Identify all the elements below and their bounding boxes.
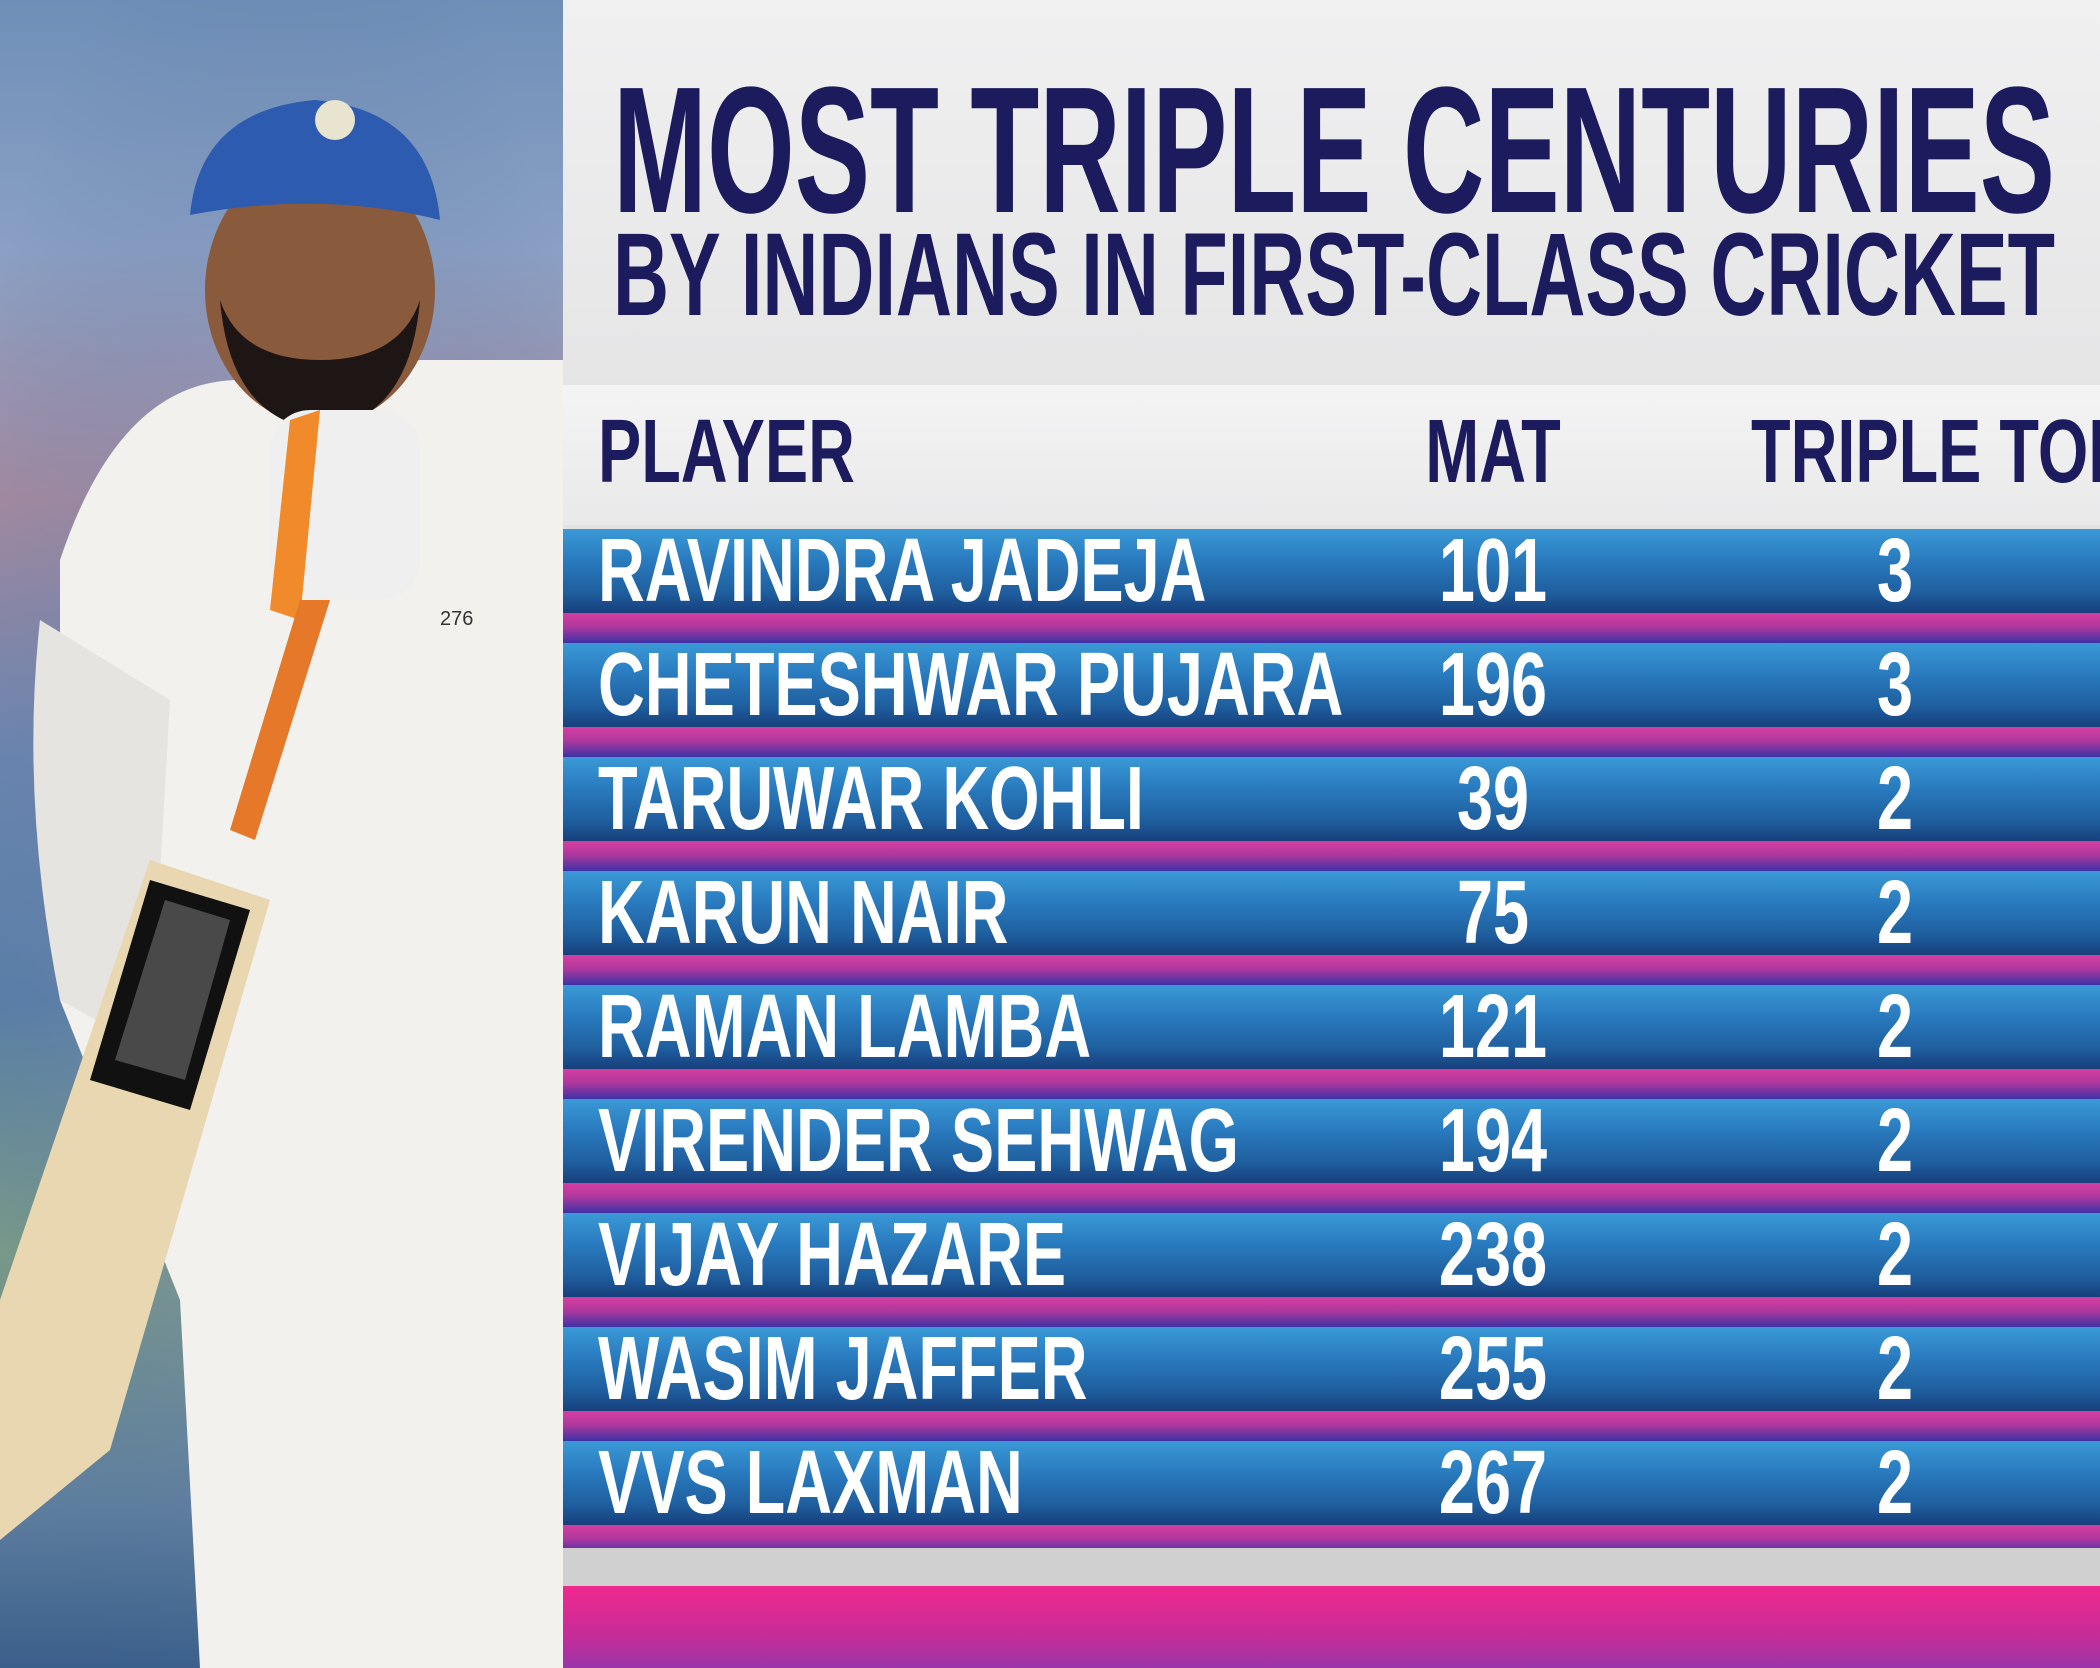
player-name: VIRENDER SEHWAG [598, 1091, 1239, 1191]
row-separator [563, 1069, 2100, 1099]
table-row: VVS LAXMAN 267 2 [563, 1433, 2100, 1555]
player-name: CHETESHWAR PUJARA [598, 635, 1344, 735]
row-band [563, 1099, 2100, 1183]
row-separator [563, 727, 2100, 757]
triple-ton-value: 3 [1876, 635, 1914, 735]
title: MOST TRIPLE CENTURIES BY INDIANS IN FIRS… [613, 50, 2055, 341]
title-line-2: BY INDIANS IN FIRST-CLASS CRICKET [613, 209, 2055, 341]
table-header [563, 385, 2100, 525]
header-triple-ton: TRIPLE TON [1751, 402, 2100, 502]
table-row: VIJAY HAZARE 238 2 [563, 1205, 2100, 1327]
row-separator [563, 613, 2100, 643]
row-band [563, 1213, 2100, 1297]
player-photo: 276 [0, 0, 563, 1668]
table-row: CHETESHWAR PUJARA 196 3 [563, 635, 2100, 757]
matches-value: 75 [1456, 863, 1530, 963]
row-separator [563, 841, 2100, 871]
player-name: RAVINDRA JADEJA [598, 521, 1207, 621]
triple-ton-value: 2 [1876, 863, 1914, 963]
table-row: RAMAN LAMBA 121 2 [563, 977, 2100, 1099]
player-name: RAMAN LAMBA [598, 977, 1092, 1077]
matches-value: 255 [1438, 1319, 1548, 1419]
footer-band [563, 1586, 2100, 1668]
player-name: WASIM JAFFER [598, 1319, 1088, 1419]
player-name: VVS LAXMAN [598, 1433, 1023, 1533]
table-row: TARUWAR KOHLI 39 2 [563, 749, 2100, 871]
row-band [563, 985, 2100, 1069]
table-row: KARUN NAIR 75 2 [563, 863, 2100, 985]
row-band [563, 1441, 2100, 1525]
player-name: TARUWAR KOHLI [598, 749, 1144, 849]
header-player: PLAYER [598, 402, 855, 502]
triple-ton-value: 2 [1876, 977, 1914, 1077]
row-band [563, 757, 2100, 841]
table-row: WASIM JAFFER 255 2 [563, 1319, 2100, 1441]
row-band [563, 643, 2100, 727]
row-separator [563, 1297, 2100, 1327]
triple-ton-value: 2 [1876, 749, 1914, 849]
row-band [563, 529, 2100, 613]
triple-ton-value: 3 [1876, 521, 1914, 621]
triple-ton-value: 2 [1876, 1319, 1914, 1419]
row-separator [563, 1183, 2100, 1213]
triple-ton-value: 2 [1876, 1091, 1914, 1191]
matches-value: 267 [1438, 1433, 1548, 1533]
table-row: RAVINDRA JADEJA 101 3 [563, 521, 2100, 643]
cricketer-illustration: 276 [0, 0, 563, 1668]
table-row: VIRENDER SEHWAG 194 2 [563, 1091, 2100, 1213]
matches-value: 238 [1438, 1205, 1548, 1305]
row-separator [563, 955, 2100, 985]
matches-value: 121 [1438, 977, 1548, 1077]
header-mat: MAT [1425, 402, 1561, 502]
title-line-1: MOST TRIPLE CENTURIES [613, 50, 2055, 251]
triple-ton-value: 2 [1876, 1433, 1914, 1533]
footer-strip [563, 1548, 2100, 1586]
matches-value: 39 [1456, 749, 1530, 849]
row-band [563, 1327, 2100, 1411]
row-separator [563, 1411, 2100, 1441]
matches-value: 194 [1438, 1091, 1548, 1191]
player-name: KARUN NAIR [598, 863, 1009, 963]
triple-ton-value: 2 [1876, 1205, 1914, 1305]
player-name: VIJAY HAZARE [598, 1205, 1067, 1305]
row-band [563, 871, 2100, 955]
jersey-number: 276 [440, 608, 473, 630]
matches-value: 101 [1438, 521, 1548, 621]
matches-value: 196 [1438, 635, 1548, 735]
